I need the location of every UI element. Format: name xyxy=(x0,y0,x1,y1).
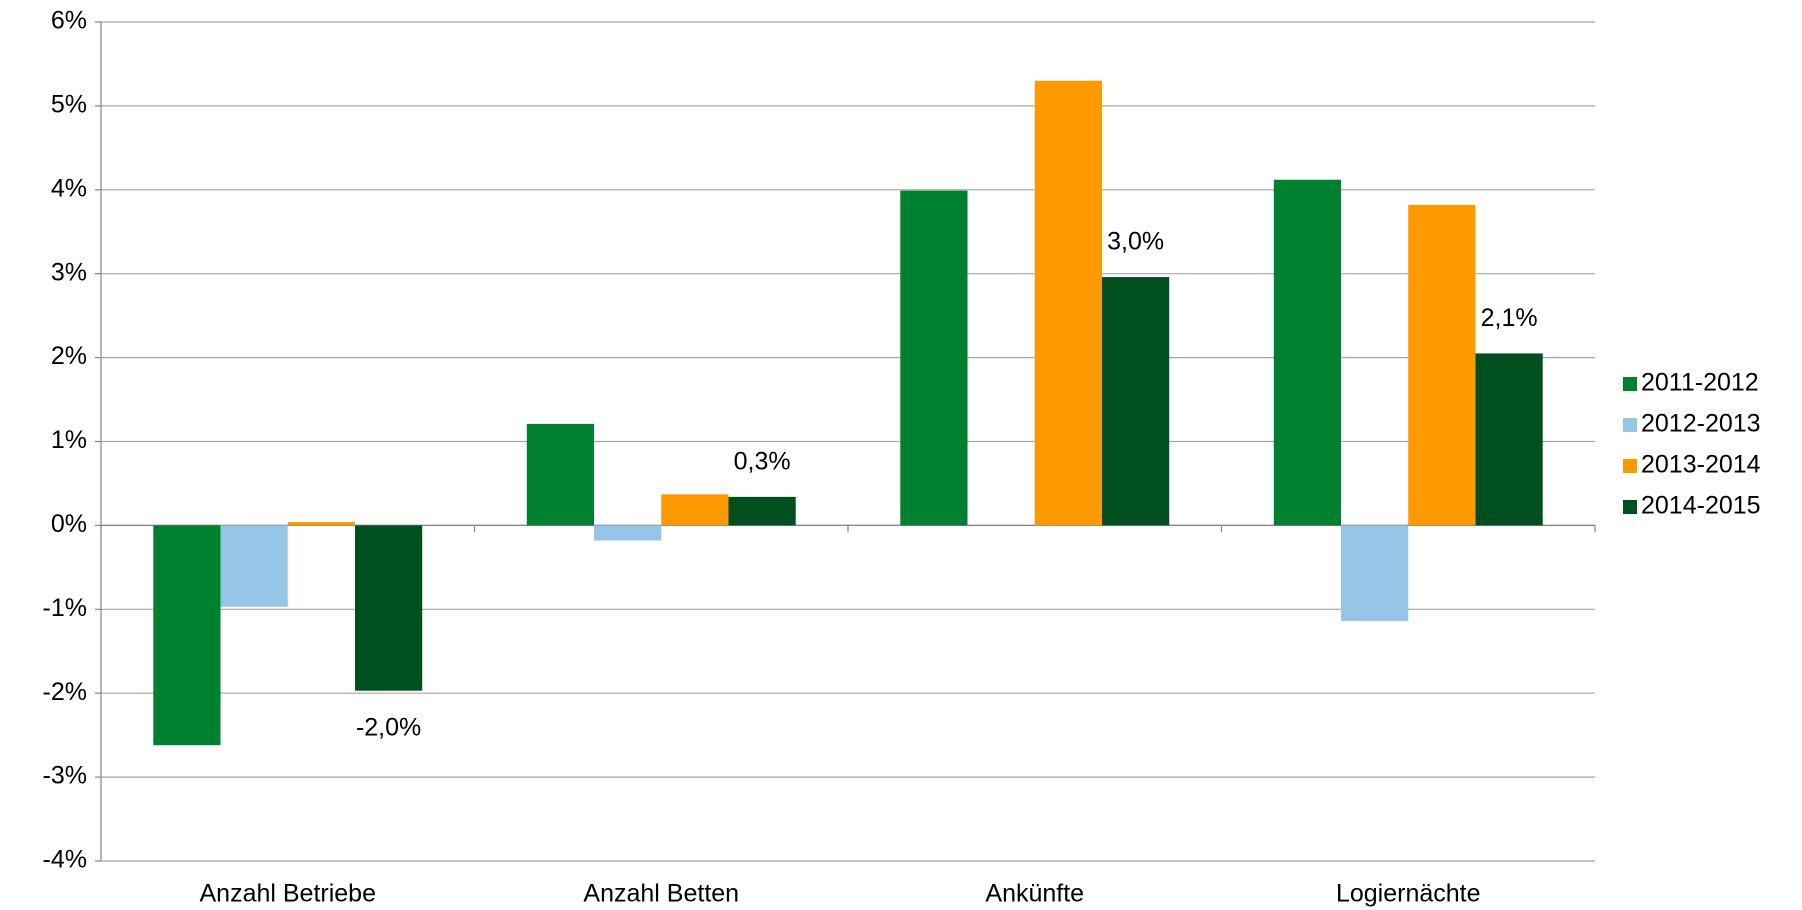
legend-swatch xyxy=(1623,418,1637,432)
y-tick-label: 2% xyxy=(51,342,87,370)
value-label: 2,1% xyxy=(1481,304,1538,332)
bar xyxy=(1273,179,1342,526)
bar xyxy=(153,525,221,746)
x-tick-label: Anzahl Betten xyxy=(583,880,739,908)
y-tick-label: 3% xyxy=(51,258,87,286)
bar xyxy=(1341,525,1409,622)
legend-label: 2011-2012 xyxy=(1641,369,1759,397)
value-label: 0,3% xyxy=(734,447,791,475)
bar xyxy=(594,525,662,541)
y-tick-label: -3% xyxy=(43,762,87,790)
legend-swatch xyxy=(1623,459,1637,473)
x-tick-label: Ankünfte xyxy=(985,880,1084,908)
y-tick-label: 1% xyxy=(51,426,87,454)
bar xyxy=(1475,353,1543,526)
legend-label: 2014-2015 xyxy=(1641,492,1761,520)
x-tick-label: Anzahl Betriebe xyxy=(199,880,376,908)
y-tick-label: -4% xyxy=(43,846,87,874)
value-label: 3,0% xyxy=(1107,228,1164,256)
y-tick-label: 6% xyxy=(51,7,87,35)
bar xyxy=(1101,277,1170,526)
y-tick-label: 4% xyxy=(51,174,87,202)
bar xyxy=(900,190,968,526)
y-tick-label: 5% xyxy=(51,91,87,119)
bar xyxy=(728,496,796,526)
bar xyxy=(1408,204,1476,526)
value-label: -2,0% xyxy=(356,713,421,741)
bar xyxy=(661,494,729,526)
legend-swatch xyxy=(1623,500,1637,514)
y-tick-label: 0% xyxy=(51,510,87,538)
y-tick-label: -2% xyxy=(43,678,87,706)
y-tick-label: -1% xyxy=(43,594,87,622)
bar xyxy=(526,423,595,526)
legend-label: 2012-2013 xyxy=(1641,410,1761,438)
bar xyxy=(1034,80,1102,526)
bar xyxy=(220,525,288,607)
legend-label: 2013-2014 xyxy=(1641,451,1761,479)
legend-swatch xyxy=(1623,377,1637,391)
bar xyxy=(287,522,355,526)
bar xyxy=(354,525,423,691)
x-tick-label: Logiernächte xyxy=(1336,880,1481,908)
